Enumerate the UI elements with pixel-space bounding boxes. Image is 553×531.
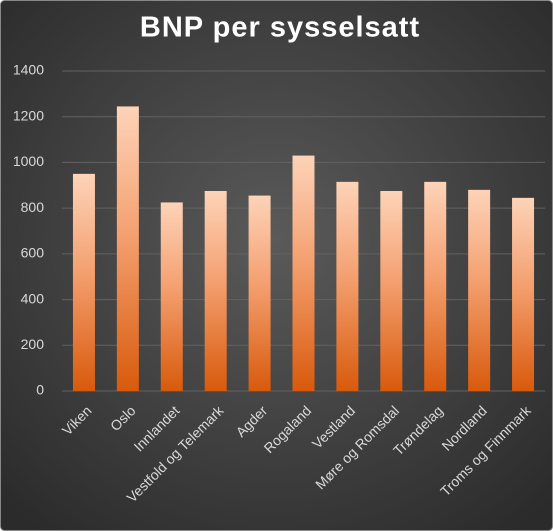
bar bbox=[468, 189, 491, 391]
y-tick-label: 1400 bbox=[13, 62, 44, 78]
y-tick-label: 0 bbox=[36, 382, 44, 398]
chart-title: BNP per sysselsatt bbox=[140, 12, 420, 44]
bar bbox=[204, 191, 227, 391]
bar bbox=[160, 202, 183, 391]
y-tick-label: 600 bbox=[21, 245, 45, 261]
y-tick-label: 800 bbox=[21, 199, 45, 215]
bar bbox=[292, 155, 315, 391]
bar bbox=[248, 195, 271, 391]
bar bbox=[72, 173, 95, 391]
y-tick-label: 1200 bbox=[13, 107, 44, 123]
y-tick-label: 1000 bbox=[13, 153, 44, 169]
y-tick-label: 200 bbox=[21, 336, 45, 352]
bar bbox=[512, 197, 535, 391]
bar bbox=[336, 181, 359, 391]
y-tick-label: 400 bbox=[21, 290, 45, 306]
bar bbox=[380, 191, 403, 391]
bar bbox=[424, 181, 447, 391]
bar bbox=[116, 106, 139, 391]
